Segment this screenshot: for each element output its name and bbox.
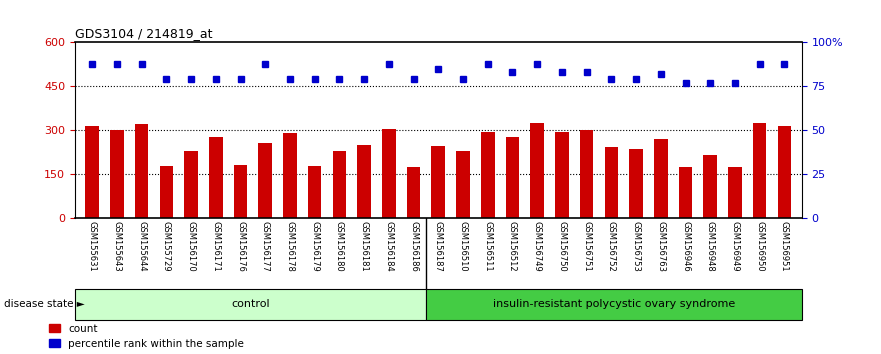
Bar: [358, 145, 371, 218]
Text: GDS3104 / 214819_at: GDS3104 / 214819_at: [75, 27, 212, 40]
Bar: [678, 167, 692, 218]
Text: GSM156180: GSM156180: [335, 221, 344, 272]
Bar: [778, 126, 791, 218]
Bar: [233, 165, 248, 218]
Bar: [159, 166, 174, 218]
Bar: [307, 166, 322, 218]
Bar: [407, 167, 420, 218]
Bar: [506, 137, 519, 218]
Text: GSM156171: GSM156171: [211, 221, 220, 272]
Bar: [333, 151, 346, 218]
Text: GSM156950: GSM156950: [755, 221, 764, 272]
Text: GSM156177: GSM156177: [261, 221, 270, 272]
Bar: [135, 124, 148, 218]
Text: GSM155644: GSM155644: [137, 221, 146, 272]
Bar: [283, 133, 297, 218]
Text: GSM156511: GSM156511: [484, 221, 492, 272]
Text: GSM156178: GSM156178: [285, 221, 294, 272]
Text: GSM156170: GSM156170: [187, 221, 196, 272]
Bar: [110, 130, 123, 218]
Bar: [654, 139, 668, 218]
Text: GSM156181: GSM156181: [359, 221, 368, 272]
Text: GSM156512: GSM156512: [508, 221, 517, 272]
Text: GSM156752: GSM156752: [607, 221, 616, 272]
Text: GSM156179: GSM156179: [310, 221, 319, 272]
Text: GSM155729: GSM155729: [162, 221, 171, 272]
Text: GSM156763: GSM156763: [656, 221, 665, 272]
Text: disease state ►: disease state ►: [4, 299, 85, 309]
Bar: [75, 289, 426, 320]
Bar: [604, 147, 618, 218]
Text: GSM156184: GSM156184: [384, 221, 393, 272]
Bar: [184, 150, 198, 218]
Bar: [432, 146, 445, 218]
Text: GSM156951: GSM156951: [780, 221, 788, 272]
Bar: [85, 126, 99, 218]
Bar: [580, 130, 594, 218]
Text: GSM156176: GSM156176: [236, 221, 245, 272]
Text: GSM155631: GSM155631: [88, 221, 97, 272]
Text: GSM156187: GSM156187: [433, 221, 443, 272]
Text: GSM155643: GSM155643: [113, 221, 122, 272]
Bar: [703, 155, 717, 218]
Text: GSM156753: GSM156753: [632, 221, 640, 272]
Text: GSM156946: GSM156946: [681, 221, 690, 272]
Text: GSM156749: GSM156749: [533, 221, 542, 272]
Bar: [258, 143, 272, 218]
Text: GSM156510: GSM156510: [458, 221, 468, 272]
Text: control: control: [231, 299, 270, 309]
Bar: [209, 137, 223, 218]
Bar: [530, 123, 544, 218]
Bar: [729, 167, 742, 218]
Bar: [382, 129, 396, 218]
Text: insulin-resistant polycystic ovary syndrome: insulin-resistant polycystic ovary syndr…: [492, 299, 735, 309]
Bar: [753, 123, 766, 218]
Bar: [629, 149, 643, 218]
Bar: [426, 289, 802, 320]
Text: GSM156750: GSM156750: [558, 221, 566, 272]
Text: GSM156948: GSM156948: [706, 221, 714, 272]
Bar: [555, 132, 569, 218]
Text: GSM156751: GSM156751: [582, 221, 591, 272]
Bar: [481, 132, 494, 218]
Legend: count, percentile rank within the sample: count, percentile rank within the sample: [49, 324, 244, 349]
Text: GSM156949: GSM156949: [730, 221, 739, 272]
Text: GSM156186: GSM156186: [409, 221, 418, 272]
Bar: [456, 151, 470, 218]
